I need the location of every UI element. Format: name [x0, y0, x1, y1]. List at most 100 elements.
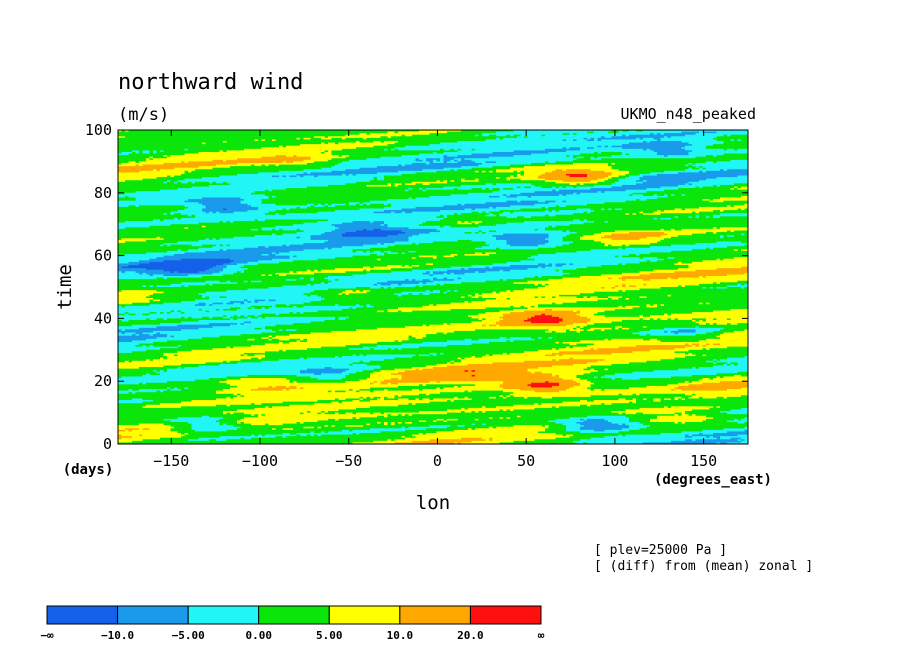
- heatmap-cell: [412, 434, 564, 437]
- heatmap-cell: [412, 266, 452, 269]
- heatmap-cell: [629, 134, 686, 137]
- heatmap-cell: [170, 211, 207, 214]
- heatmap-cell: [545, 134, 623, 137]
- heatmap-cell: [499, 269, 504, 272]
- heatmap-cell: [569, 224, 748, 227]
- heatmap-cell: [559, 384, 581, 387]
- heatmap-cell: [384, 203, 389, 206]
- heatmap-cell: [422, 169, 452, 172]
- heatmap-cell: [699, 186, 704, 189]
- heatmap-cell: [405, 437, 462, 440]
- heatmap-cell: [181, 181, 189, 184]
- heatmap-cell: [128, 392, 133, 395]
- heatmap-cell: [310, 238, 410, 241]
- heatmap-cell: [499, 324, 567, 327]
- heatmap-cell: [391, 211, 396, 214]
- heatmap-cell: [590, 188, 648, 191]
- heatmap-cell: [604, 191, 648, 194]
- heatmap-cell: [233, 221, 319, 224]
- heatmap-cell: [156, 371, 301, 374]
- heatmap-cell: [261, 316, 266, 319]
- heatmap-cell: [398, 164, 403, 167]
- heatmap-cell: [422, 389, 522, 392]
- heatmap-cell: [202, 210, 249, 213]
- heatmap-cell: [188, 161, 284, 164]
- heatmap-cell: [212, 266, 228, 269]
- heatmap-cell: [562, 200, 567, 203]
- heatmap-cell: [541, 396, 553, 400]
- heatmap-cell: [450, 225, 480, 228]
- heatmap-cell: [657, 151, 690, 155]
- heatmap-cell: [177, 210, 203, 213]
- heatmap-cell: [611, 321, 697, 324]
- heatmap-cell: [664, 327, 725, 330]
- heatmap-cell: [289, 385, 298, 389]
- heatmap-cell: [184, 252, 273, 255]
- heatmap-cell: [268, 189, 273, 192]
- heatmap-cell: [387, 252, 399, 255]
- heatmap-cell: [569, 243, 606, 246]
- heatmap-cell: [604, 389, 672, 392]
- heatmap-cell: [545, 210, 550, 213]
- heatmap-cell: [611, 338, 644, 341]
- heatmap-cell: [499, 384, 529, 387]
- heatmap-cell: [443, 323, 448, 326]
- heatmap-cell: [272, 305, 277, 309]
- heatmap-cell: [692, 414, 697, 417]
- heatmap-cell: [657, 210, 662, 213]
- heatmap-cell: [555, 354, 560, 357]
- heatmap-cell: [324, 282, 329, 285]
- heatmap-cell: [366, 158, 417, 161]
- heatmap-cell: [251, 345, 347, 348]
- heatmap-cell: [489, 134, 497, 137]
- heatmap-cell: [713, 184, 718, 188]
- heatmap-cell: [321, 233, 343, 236]
- heatmap-cell: [394, 422, 399, 425]
- heatmap-cell: [408, 239, 459, 243]
- heatmap-cell: [118, 210, 179, 213]
- heatmap-cell: [464, 425, 515, 428]
- heatmap-cell: [275, 254, 371, 257]
- heatmap-cell: [643, 338, 651, 341]
- heatmap-cell: [142, 374, 249, 378]
- heatmap-cell: [559, 189, 627, 192]
- heatmap-cell: [118, 345, 137, 348]
- heatmap-cell: [139, 382, 144, 385]
- heatmap-cell: [471, 316, 501, 319]
- heatmap-cell: [604, 180, 620, 183]
- heatmap-cell: [118, 385, 238, 389]
- heatmap-cell: [310, 156, 347, 159]
- heatmap-cell: [307, 348, 350, 351]
- heatmap-cell: [499, 409, 504, 412]
- heatmap-cell: [128, 153, 186, 156]
- heatmap-cell: [657, 139, 662, 142]
- heatmap-cell: [233, 318, 238, 321]
- heatmap-cell: [692, 436, 707, 439]
- heatmap-cell: [377, 177, 385, 180]
- heatmap-cell: [387, 144, 431, 147]
- heatmap-cell: [643, 140, 648, 144]
- heatmap-cell: [282, 228, 298, 232]
- heatmap-cell: [370, 387, 438, 390]
- heatmap-cell: [139, 343, 266, 346]
- heatmap-cell: [118, 411, 224, 414]
- heatmap-cell: [569, 387, 588, 390]
- heatmap-cell: [188, 170, 193, 173]
- heatmap-cell: [618, 180, 637, 183]
- heatmap-cell: [720, 282, 748, 285]
- heatmap-cell: [597, 299, 748, 302]
- heatmap-cell: [363, 425, 431, 428]
- heatmap-cell: [118, 335, 168, 338]
- heatmap-cell: [653, 217, 658, 221]
- heatmap-cell: [594, 368, 606, 371]
- heatmap-cell: [678, 261, 683, 265]
- heatmap-cell: [580, 426, 630, 429]
- heatmap-cell: [223, 140, 228, 144]
- heatmap-cell: [349, 429, 354, 433]
- heatmap-cell: [391, 348, 396, 351]
- heatmap-cell: [590, 395, 693, 398]
- heatmap-cell: [125, 305, 252, 309]
- heatmap-cell: [559, 321, 588, 324]
- heatmap-cell: [398, 404, 515, 407]
- heatmap-cell: [576, 133, 651, 136]
